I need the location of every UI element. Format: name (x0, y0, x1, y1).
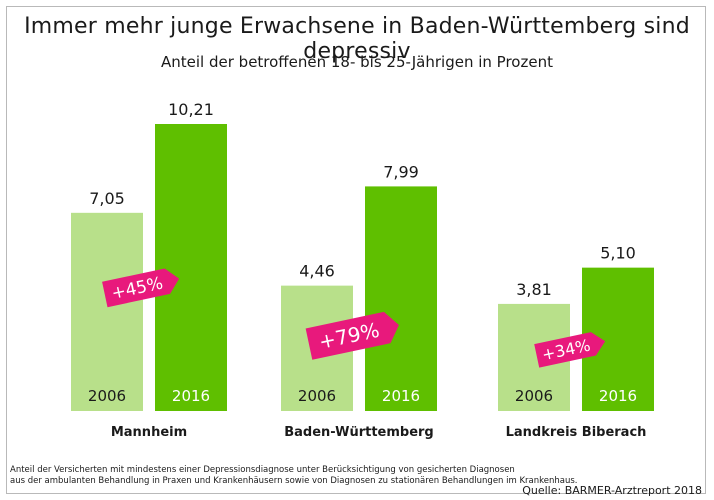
category-label-2: Baden-Württemberg (284, 425, 434, 440)
value-label-2016-1: 10,21 (168, 100, 214, 119)
change-badge-shape-3 (534, 332, 606, 368)
value-label-2016-3: 5,10 (600, 244, 636, 263)
value-label-2016-2: 7,99 (383, 162, 419, 181)
source-note: Quelle: BARMER-Arztreport 2018 (522, 484, 702, 497)
chart-frame (6, 6, 706, 494)
bar-2016-2 (365, 186, 437, 411)
change-badge-shape-1 (102, 268, 180, 308)
footnote-line-2: aus der ambulanten Behandlung in Praxen … (10, 476, 578, 486)
category-label-1: Mannheim (111, 425, 187, 440)
change-badge-1: +45% (102, 268, 180, 308)
bar-2006-1 (71, 212, 143, 411)
bar-year-label-2006-2: 2006 (298, 387, 336, 405)
bar-year-label-2006-1: 2006 (88, 387, 126, 405)
footnote-line-1: Anteil der Versicherten mit mindestens e… (10, 465, 515, 475)
change-badge-shape-2 (305, 311, 399, 360)
bar-year-label-2016-3: 2016 (599, 387, 637, 405)
value-label-2006-1: 7,05 (89, 189, 125, 208)
bar-year-label-2016-1: 2016 (172, 387, 210, 405)
bar-year-label-2006-3: 2006 (515, 387, 553, 405)
value-label-2006-3: 3,81 (516, 280, 552, 299)
value-label-2006-2: 4,46 (299, 262, 335, 281)
chart-subtitle: Anteil der betroffenen 18- bis 25-Jährig… (161, 53, 553, 71)
bar-year-label-2016-2: 2016 (382, 387, 420, 405)
footnote: Anteil der Versicherten mit mindestens e… (10, 465, 578, 487)
bar-2016-1 (155, 124, 227, 411)
category-label-3: Landkreis Biberach (506, 425, 647, 440)
chart-title: Immer mehr junge Erwachsene in Baden-Wür… (24, 14, 690, 64)
